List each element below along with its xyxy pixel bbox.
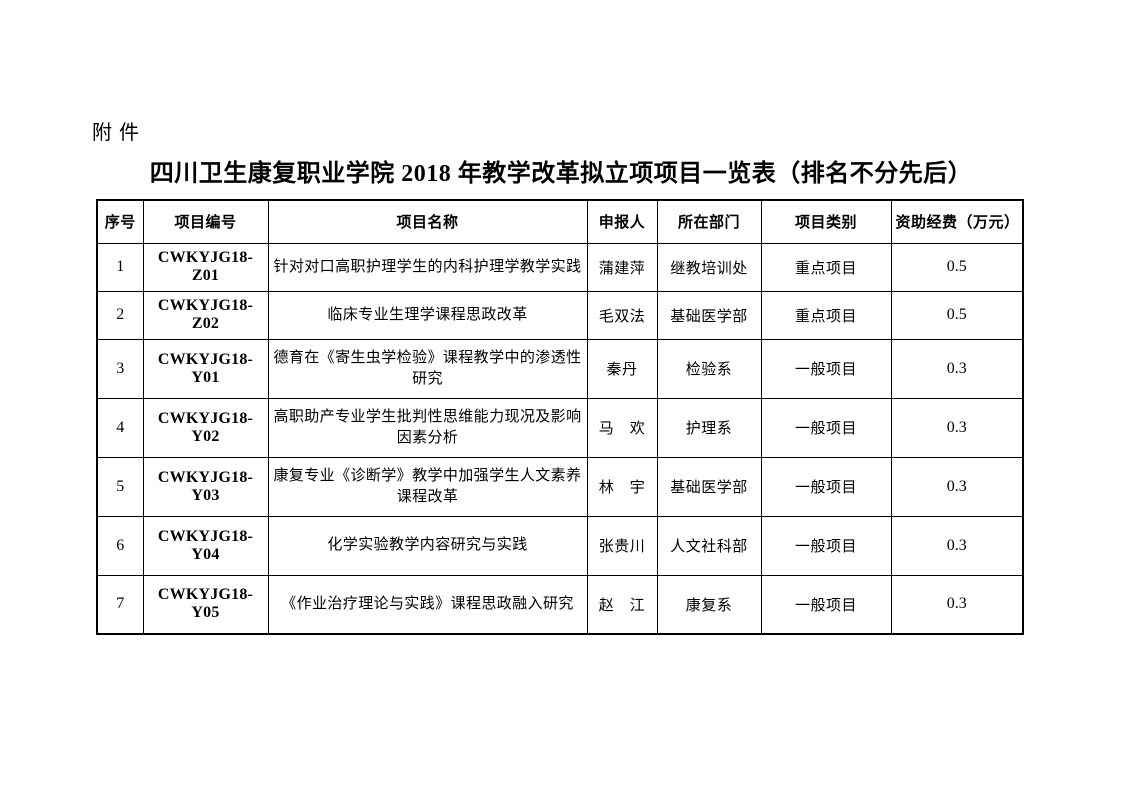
cell-applicant: 赵 江 xyxy=(586,574,658,635)
attachment-label: 附 件 xyxy=(92,122,140,144)
cell-category: 一般项目 xyxy=(760,456,892,517)
table-row: 2 CWKYJG18-Z02 临床专业生理学课程思政改革 毛双法 基础医学部 重… xyxy=(96,290,1024,340)
col-header-code: 项目编号 xyxy=(142,199,269,244)
cell-category: 一般项目 xyxy=(760,397,892,458)
table-row: 7 CWKYJG18-Y05 《作业治疗理论与实践》课程思政融入研究 赵 江 康… xyxy=(96,574,1024,635)
cell-category: 一般项目 xyxy=(760,338,892,399)
cell-department: 基础医学部 xyxy=(656,290,762,340)
table-row: 1 CWKYJG18-Z01 针对对口高职护理学生的内科护理学教学实践 蒲建萍 … xyxy=(96,242,1024,292)
page-title: 四川卫生康复职业学院 2018 年教学改革拟立项项目一览表（排名不分先后） xyxy=(149,161,973,187)
cell-department: 继教培训处 xyxy=(656,242,762,292)
cell-code: CWKYJG18-Y02 xyxy=(142,397,269,458)
cell-applicant: 毛双法 xyxy=(586,290,658,340)
cell-project-name: 临床专业生理学课程思政改革 xyxy=(267,290,588,340)
cell-serial: 5 xyxy=(96,456,144,517)
cell-serial: 7 xyxy=(96,574,144,635)
cell-serial: 2 xyxy=(96,290,144,340)
col-header-applicant: 申报人 xyxy=(586,199,658,244)
cell-project-name: 康复专业《诊断学》教学中加强学生人文素养课程改革 xyxy=(267,456,588,517)
cell-project-name: 化学实验教学内容研究与实践 xyxy=(267,515,588,576)
cell-department: 护理系 xyxy=(656,397,762,458)
cell-applicant: 林 宇 xyxy=(586,456,658,517)
cell-code: CWKYJG18-Z02 xyxy=(142,290,269,340)
table-row: 4 CWKYJG18-Y02 高职助产专业学生批判性思维能力现况及影响因素分析 … xyxy=(96,397,1024,458)
col-header-funding: 资助经费（万元） xyxy=(890,199,1024,244)
cell-serial: 3 xyxy=(96,338,144,399)
cell-serial: 4 xyxy=(96,397,144,458)
col-header-serial: 序号 xyxy=(96,199,144,244)
col-header-department: 所在部门 xyxy=(656,199,762,244)
cell-funding: 0.3 xyxy=(890,456,1024,517)
col-header-name: 项目名称 xyxy=(267,199,588,244)
cell-funding: 0.3 xyxy=(890,338,1024,399)
cell-applicant: 马 欢 xyxy=(586,397,658,458)
table-row: 3 CWKYJG18-Y01 德育在《寄生虫学检验》课程教学中的渗透性研究 秦丹… xyxy=(96,338,1024,399)
table-header-row: 序号 项目编号 项目名称 申报人 所在部门 项目类别 资助经费（万元） xyxy=(96,199,1024,244)
table-row: 5 CWKYJG18-Y03 康复专业《诊断学》教学中加强学生人文素养课程改革 … xyxy=(96,456,1024,517)
cell-department: 康复系 xyxy=(656,574,762,635)
table-row: 6 CWKYJG18-Y04 化学实验教学内容研究与实践 张贵川 人文社科部 一… xyxy=(96,515,1024,576)
cell-project-name: 《作业治疗理论与实践》课程思政融入研究 xyxy=(267,574,588,635)
cell-category: 一般项目 xyxy=(760,574,892,635)
cell-applicant: 秦丹 xyxy=(586,338,658,399)
cell-serial: 1 xyxy=(96,242,144,292)
cell-funding: 0.5 xyxy=(890,242,1024,292)
cell-serial: 6 xyxy=(96,515,144,576)
cell-project-name: 针对对口高职护理学生的内科护理学教学实践 xyxy=(267,242,588,292)
cell-department: 检验系 xyxy=(656,338,762,399)
cell-category: 重点项目 xyxy=(760,290,892,340)
cell-code: CWKYJG18-Z01 xyxy=(142,242,269,292)
cell-code: CWKYJG18-Y01 xyxy=(142,338,269,399)
cell-department: 人文社科部 xyxy=(656,515,762,576)
cell-applicant: 蒲建萍 xyxy=(586,242,658,292)
cell-category: 一般项目 xyxy=(760,515,892,576)
col-header-category: 项目类别 xyxy=(760,199,892,244)
cell-funding: 0.5 xyxy=(890,290,1024,340)
cell-applicant: 张贵川 xyxy=(586,515,658,576)
cell-department: 基础医学部 xyxy=(656,456,762,517)
cell-code: CWKYJG18-Y03 xyxy=(142,456,269,517)
cell-project-name: 高职助产专业学生批判性思维能力现况及影响因素分析 xyxy=(267,397,588,458)
cell-funding: 0.3 xyxy=(890,397,1024,458)
projects-table: 序号 项目编号 项目名称 申报人 所在部门 项目类别 资助经费（万元） 1 CW… xyxy=(96,199,1024,635)
cell-code: CWKYJG18-Y05 xyxy=(142,574,269,635)
cell-code: CWKYJG18-Y04 xyxy=(142,515,269,576)
cell-project-name: 德育在《寄生虫学检验》课程教学中的渗透性研究 xyxy=(267,338,588,399)
cell-category: 重点项目 xyxy=(760,242,892,292)
cell-funding: 0.3 xyxy=(890,515,1024,576)
cell-funding: 0.3 xyxy=(890,574,1024,635)
